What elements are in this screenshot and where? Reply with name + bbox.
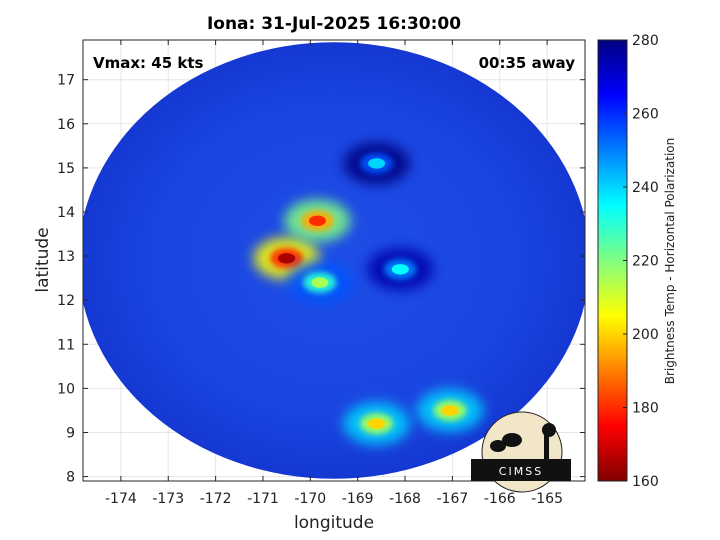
cimss-logo: CIMSS [471,411,571,493]
x-tick-label: -168 [389,491,421,507]
feature-core [308,215,326,227]
x-tick-label: -172 [200,491,232,507]
swath-group [83,42,585,479]
feature-core [368,158,386,169]
x-tick-label: -166 [484,491,516,507]
colorbar-tick-label: 280 [632,33,659,49]
x-axis-ticks: -174 -173 -172 -171 -170 -169 -168 -167 -166 -165 [105,40,563,507]
time-offset-annotation: 00:35 away [479,54,576,72]
logo-banner [471,459,571,481]
colorbar-tick-label: 240 [632,180,659,196]
swath-disk [83,42,585,479]
x-tick-label: -169 [342,491,374,507]
y-tick-label: 17 [57,73,75,89]
colorbar-tick-label: 260 [632,107,659,123]
y-tick-label: 11 [57,337,75,353]
logo-dish-small [490,440,506,452]
y-axis-label: latitude [33,227,53,292]
colorbar-tick-label: 220 [632,254,659,270]
y-tick-label: 12 [57,293,75,309]
plot-frame [82,39,586,482]
chart-title: Iona: 31-Jul-2025 16:30:00 [207,14,461,34]
colorbar: 160 180 200 220 240 260 280 Brightness Temp - … [597,33,677,490]
logo-dish-left [502,433,522,447]
y-tick-label: 13 [57,249,75,265]
feature-core [368,418,386,429]
y-tick-label: 9 [66,425,75,441]
x-axis-label: longitude [294,513,374,533]
x-tick-label: -167 [437,491,469,507]
feature-core [391,264,409,275]
x-tick-label: -174 [105,491,137,507]
x-tick-label: -165 [531,491,563,507]
x-tick-label: -173 [152,491,184,507]
convective-features [253,142,484,445]
feature-core [311,277,329,288]
y-axis-ticks: 8 9 10 11 12 13 14 15 16 17 [57,73,585,486]
logo-text: CIMSS [499,465,543,478]
logo-tower [544,432,549,462]
colorbar-tick-label: 160 [632,474,659,490]
feature-core [441,405,459,416]
colorbar-tick-label: 200 [632,327,659,343]
y-tick-label: 10 [57,381,75,397]
colorbar-gradient [597,39,628,482]
colorbar-tick-label: 180 [632,401,659,417]
y-tick-label: 8 [66,470,75,486]
vmax-annotation: Vmax: 45 kts [93,54,203,72]
colorbar-ticks: 160 180 200 220 240 260 280 [623,33,659,490]
y-tick-label: 14 [57,205,75,221]
colorbar-label: Brightness Temp - Horizontal Polarizatio… [663,138,677,385]
x-tick-label: -170 [294,491,326,507]
logo-tank [542,423,556,437]
x-tick-label: -171 [247,491,279,507]
y-tick-label: 16 [57,117,75,133]
y-tick-label: 15 [57,161,75,177]
feature-core [278,253,296,264]
plot-area: -174 -173 -172 -171 -170 -169 -168 -167 -166 -165… [33,39,586,533]
